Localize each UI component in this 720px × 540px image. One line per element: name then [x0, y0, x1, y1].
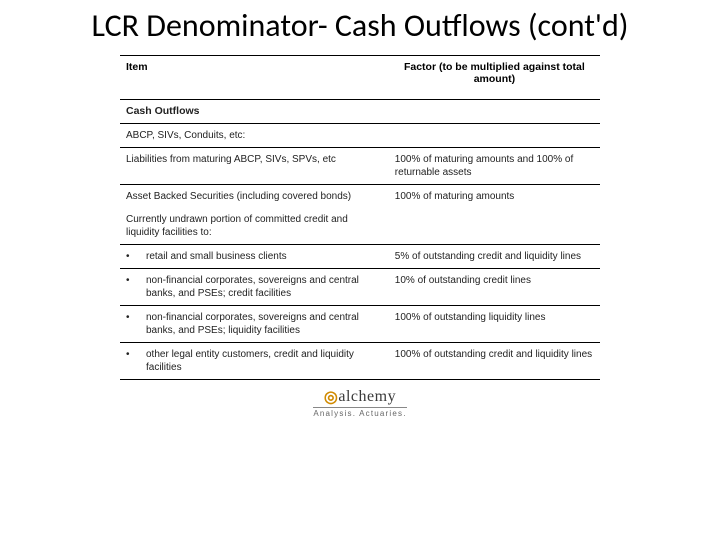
logo-word: alchemy — [338, 388, 396, 405]
cell-factor: 100% of maturing amounts — [389, 185, 600, 209]
cell-factor — [389, 208, 600, 245]
logo-orb-icon: ◎ — [324, 387, 338, 407]
table-row: Asset Backed Securities (including cover… — [120, 185, 600, 209]
section-label: Cash Outflows — [120, 99, 389, 124]
logo-main-text: ◎alchemy — [313, 386, 406, 406]
cell-factor — [389, 124, 600, 148]
cell-item: Liabilities from maturing ABCP, SIVs, SP… — [120, 148, 389, 185]
cell-item: •retail and small business clients — [120, 245, 389, 269]
bullet-icon: • — [126, 348, 146, 361]
footer-logo-container: ◎alchemy Analysis. Actuaries. — [0, 386, 720, 421]
table-row: •non-financial corporates, sovereigns an… — [120, 269, 600, 306]
cell-item: •non-financial corporates, sovereigns an… — [120, 269, 389, 306]
cell-item-text: non-financial corporates, sovereigns and… — [146, 274, 383, 300]
table-row: •other legal entity customers, credit an… — [120, 343, 600, 380]
section-empty — [389, 99, 600, 124]
table-row: •non-financial corporates, sovereigns an… — [120, 306, 600, 343]
logo-subtext: Analysis. Actuaries. — [313, 407, 406, 418]
outflows-table: Item Factor (to be multiplied against to… — [120, 55, 600, 381]
slide-title: LCR Denominator- Cash Outflows (cont'd) — [0, 0, 720, 55]
cell-factor: 10% of outstanding credit lines — [389, 269, 600, 306]
cell-item: ABCP, SIVs, Conduits, etc: — [120, 124, 389, 148]
col-header-item: Item — [120, 55, 389, 99]
table-row: •retail and small business clients5% of … — [120, 245, 600, 269]
cell-item: Currently undrawn portion of committed c… — [120, 208, 389, 245]
table-row: Currently undrawn portion of committed c… — [120, 208, 600, 245]
cell-factor: 100% of outstanding liquidity lines — [389, 306, 600, 343]
table-row: ABCP, SIVs, Conduits, etc: — [120, 124, 600, 148]
cell-item-text: other legal entity customers, credit and… — [146, 348, 383, 374]
cell-item: •non-financial corporates, sovereigns an… — [120, 306, 389, 343]
cell-item: •other legal entity customers, credit an… — [120, 343, 389, 380]
table-row: Liabilities from maturing ABCP, SIVs, SP… — [120, 148, 600, 185]
bullet-icon: • — [126, 311, 146, 324]
col-header-factor: Factor (to be multiplied against total a… — [389, 55, 600, 99]
cell-item-text: retail and small business clients — [146, 250, 383, 263]
alchemy-logo: ◎alchemy Analysis. Actuaries. — [313, 386, 406, 418]
bullet-icon: • — [126, 250, 146, 263]
cell-factor: 100% of outstanding credit and liquidity… — [389, 343, 600, 380]
cell-factor: 5% of outstanding credit and liquidity l… — [389, 245, 600, 269]
cell-item: Asset Backed Securities (including cover… — [120, 185, 389, 209]
outflows-table-container: Item Factor (to be multiplied against to… — [120, 55, 600, 381]
cell-factor: 100% of maturing amounts and 100% of ret… — [389, 148, 600, 185]
table-header-row: Item Factor (to be multiplied against to… — [120, 55, 600, 99]
bullet-icon: • — [126, 274, 146, 287]
section-row: Cash Outflows — [120, 99, 600, 124]
cell-item-text: non-financial corporates, sovereigns and… — [146, 311, 383, 337]
